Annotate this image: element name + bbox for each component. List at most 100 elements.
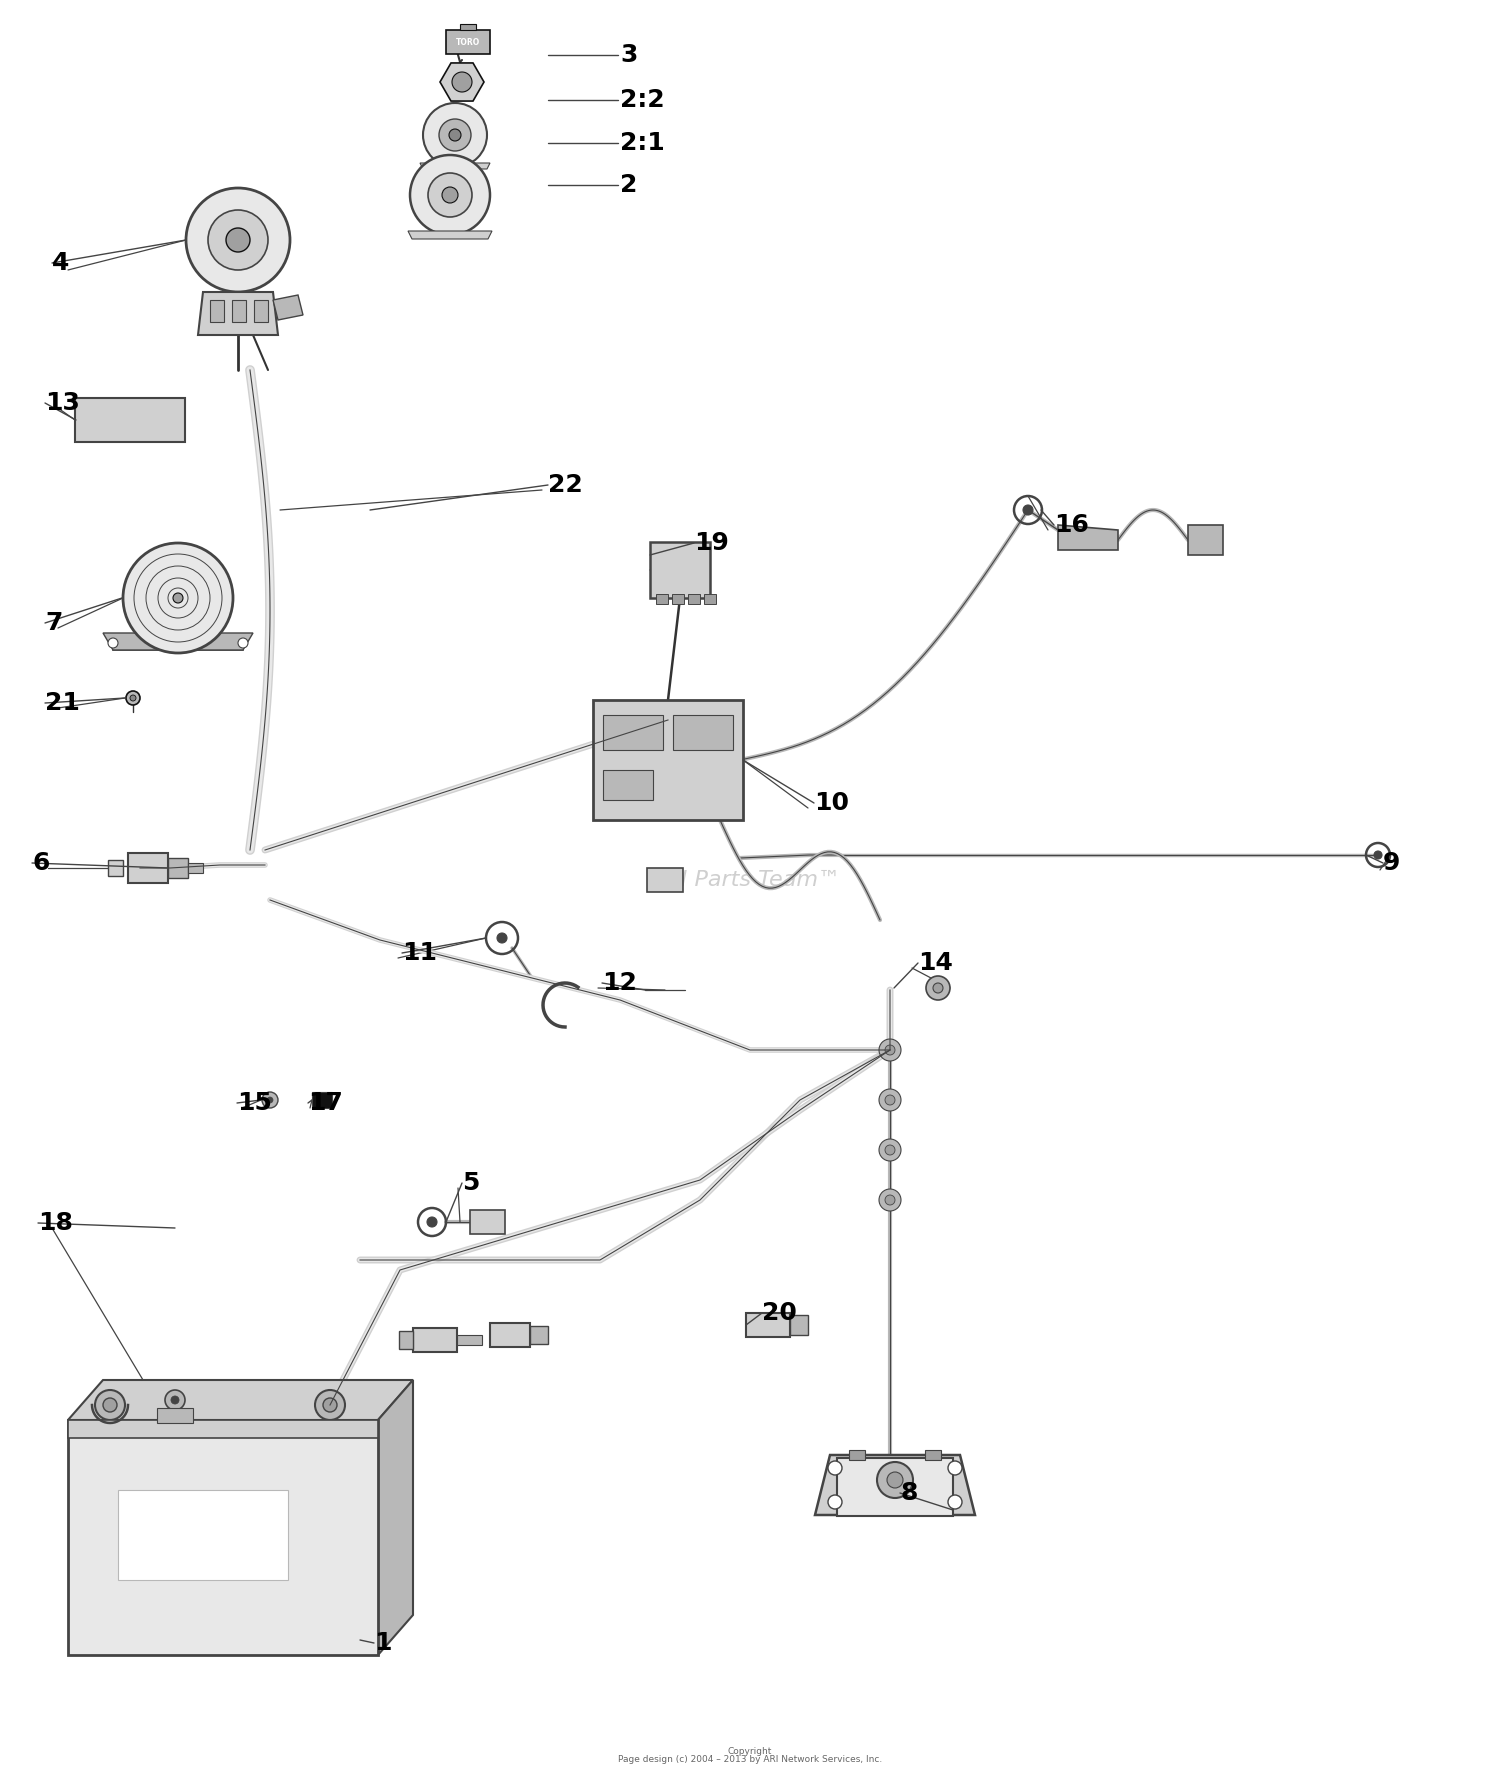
Bar [704,594,716,604]
Circle shape [879,1140,902,1161]
Text: 12: 12 [602,972,638,995]
Polygon shape [68,1421,378,1656]
Circle shape [186,187,290,292]
Text: 11: 11 [402,942,436,965]
Bar [312,1092,332,1108]
Bar [837,1458,952,1516]
Circle shape [427,173,472,217]
Text: 10: 10 [815,792,849,815]
Circle shape [126,691,140,705]
Circle shape [879,1189,902,1210]
Text: 2: 2 [620,173,638,196]
Bar [232,300,246,322]
Bar [1188,525,1222,555]
Text: 3: 3 [620,42,638,67]
Circle shape [165,1391,184,1410]
Bar [746,1313,790,1338]
Bar [603,716,663,749]
Circle shape [828,1495,842,1509]
Circle shape [226,228,251,253]
Text: 7: 7 [45,611,63,634]
Bar [118,1490,288,1580]
Bar [688,594,700,604]
Circle shape [130,694,136,701]
Text: 20: 20 [762,1301,796,1325]
Circle shape [1023,505,1034,514]
Polygon shape [408,231,492,239]
Circle shape [1374,852,1382,859]
Circle shape [94,1391,124,1421]
Text: TORO: TORO [456,37,480,46]
Text: 14: 14 [918,951,952,975]
Bar [592,700,742,820]
Bar [926,1451,940,1460]
Polygon shape [104,633,254,650]
Circle shape [267,1097,273,1103]
Bar [646,868,682,892]
Bar [254,300,268,322]
Circle shape [315,1391,345,1421]
Circle shape [879,1088,902,1111]
Circle shape [427,1217,436,1226]
Text: 9: 9 [1383,852,1401,875]
Bar [168,859,188,878]
Polygon shape [420,163,491,170]
Polygon shape [446,30,491,55]
Text: 8: 8 [900,1481,918,1505]
Circle shape [262,1092,278,1108]
Circle shape [442,187,458,203]
Circle shape [885,1044,896,1055]
Text: 21: 21 [45,691,80,716]
Text: 22: 22 [548,474,582,497]
Bar [490,1323,530,1346]
Polygon shape [1058,525,1118,550]
Polygon shape [378,1380,412,1656]
Bar [849,1451,865,1460]
Circle shape [879,1039,902,1060]
Bar [530,1325,548,1345]
Circle shape [172,594,183,603]
Polygon shape [815,1454,975,1514]
Circle shape [423,102,488,168]
Circle shape [886,1472,903,1488]
Bar [188,862,202,873]
Bar [75,398,184,442]
Polygon shape [273,295,303,320]
Circle shape [496,933,507,944]
Circle shape [171,1396,178,1405]
Circle shape [933,982,944,993]
Circle shape [885,1145,896,1156]
Text: 2:2: 2:2 [620,88,664,111]
Circle shape [123,542,232,654]
Bar [458,1336,482,1345]
Bar [210,300,224,322]
Bar [128,853,168,884]
Circle shape [440,118,471,150]
Bar [674,716,734,749]
Circle shape [885,1096,896,1104]
Circle shape [926,975,950,1000]
Text: 19: 19 [694,532,729,555]
Circle shape [322,1398,338,1412]
Text: 6: 6 [32,852,50,875]
Text: 16: 16 [1054,512,1089,537]
Circle shape [108,638,118,648]
Bar [603,770,652,800]
Bar [656,594,668,604]
Circle shape [878,1461,914,1498]
Polygon shape [112,636,243,650]
Bar [672,594,684,604]
Circle shape [452,72,472,92]
Polygon shape [460,25,476,30]
Bar [413,1329,458,1352]
Polygon shape [68,1380,413,1421]
Bar [399,1331,412,1348]
Text: 13: 13 [45,391,80,415]
Text: Page design (c) 2004 – 2013 by ARI Network Services, Inc.: Page design (c) 2004 – 2013 by ARI Netwo… [618,1755,882,1765]
Circle shape [885,1194,896,1205]
Text: 1: 1 [374,1631,392,1656]
Text: 4: 4 [53,251,69,276]
Circle shape [209,210,268,270]
Text: 15: 15 [237,1090,272,1115]
Bar [158,1408,194,1422]
